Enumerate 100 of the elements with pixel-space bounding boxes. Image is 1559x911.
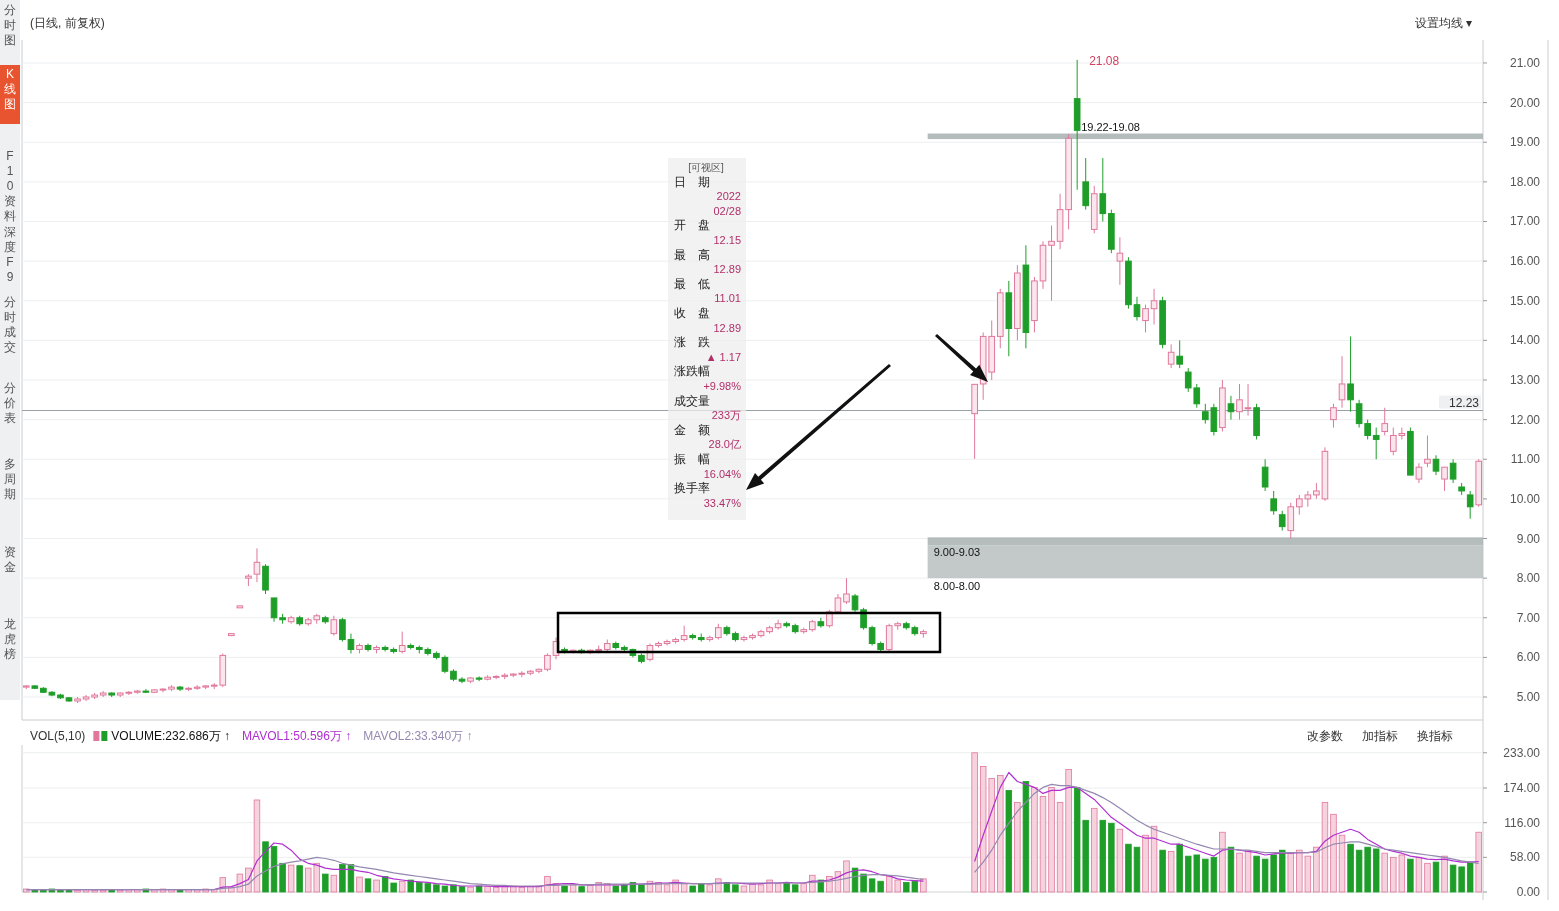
annotation: 11.01 bbox=[714, 292, 741, 305]
bar bbox=[997, 775, 1004, 893]
bar bbox=[1466, 861, 1474, 893]
chart-subtitle: (日线, 前复权) bbox=[30, 16, 105, 30]
bar bbox=[1330, 813, 1337, 893]
candlestick bbox=[1261, 458, 1269, 492]
candlestick bbox=[740, 635, 748, 643]
y-tick-label: 10.00 bbox=[1509, 491, 1541, 506]
y-tick-label: 21.00 bbox=[1509, 55, 1541, 70]
ref-line-label: 12.23 bbox=[1448, 395, 1480, 410]
candlestick bbox=[843, 577, 850, 605]
text: 资金 bbox=[4, 545, 16, 574]
bar bbox=[1279, 849, 1286, 893]
annotation: 28.0亿 bbox=[708, 438, 741, 451]
bar bbox=[1108, 822, 1115, 893]
y-tick-label: 19.00 bbox=[1509, 135, 1541, 150]
bar bbox=[31, 889, 39, 893]
candlestick bbox=[1150, 288, 1158, 326]
bar bbox=[612, 885, 620, 893]
bar bbox=[1372, 848, 1380, 893]
bar bbox=[1099, 819, 1107, 893]
bar bbox=[1227, 846, 1235, 893]
text: 龙虎榜 bbox=[4, 617, 16, 661]
candlestick bbox=[330, 615, 338, 637]
y-tick-label: 14.00 bbox=[1509, 333, 1541, 348]
text: 分时成交 bbox=[4, 295, 16, 354]
candlestick bbox=[1116, 236, 1124, 286]
y-tick-label: 15.00 bbox=[1509, 293, 1541, 308]
y-tick-label: 11.00 bbox=[1510, 452, 1541, 467]
candlestick bbox=[1449, 458, 1457, 484]
bar bbox=[706, 884, 713, 893]
bar bbox=[1244, 850, 1252, 893]
y-tick-label: 174.00 bbox=[1503, 781, 1541, 796]
bar bbox=[1142, 834, 1149, 893]
bar bbox=[1287, 852, 1294, 893]
y-tick-label: 12.00 bbox=[1509, 412, 1541, 427]
bar bbox=[1014, 801, 1021, 893]
candlestick bbox=[1270, 490, 1277, 516]
y-tick-label: 5.00 bbox=[1516, 690, 1541, 705]
y-tick-label: 20.00 bbox=[1509, 95, 1541, 110]
annotation: 233万 bbox=[711, 409, 741, 422]
bar bbox=[398, 880, 406, 893]
candlestick bbox=[1338, 355, 1346, 409]
bar bbox=[65, 889, 73, 893]
text: MAVOL1:50.596万 ↑ bbox=[242, 729, 352, 743]
candlestick bbox=[1236, 383, 1243, 421]
bar bbox=[484, 886, 491, 893]
bar bbox=[561, 885, 568, 893]
candlestick bbox=[680, 625, 688, 643]
annotation: 最 低 bbox=[674, 276, 710, 291]
y-tick-label: 16.00 bbox=[1509, 254, 1541, 269]
text: 深度F9 bbox=[4, 225, 16, 284]
bar bbox=[1219, 831, 1226, 893]
bar bbox=[1424, 862, 1431, 893]
annotation: 33.47% bbox=[703, 496, 742, 509]
annotation: 12.89 bbox=[713, 263, 741, 276]
y-tick-label: 18.00 bbox=[1509, 174, 1541, 189]
bar bbox=[1048, 787, 1055, 893]
annotation: ▲ 1.17 bbox=[705, 350, 741, 363]
bar bbox=[1407, 858, 1414, 893]
bar bbox=[1441, 855, 1448, 893]
bar bbox=[151, 889, 158, 893]
bar bbox=[1176, 843, 1183, 893]
y-tick-label: 6.00 bbox=[1516, 650, 1541, 665]
text: 加指标 bbox=[1362, 729, 1398, 743]
bar bbox=[458, 886, 466, 893]
candlestick bbox=[1347, 335, 1354, 413]
annotation: 12.15 bbox=[713, 234, 741, 246]
text: MAVOL2:33.340万 ↑ bbox=[363, 729, 473, 743]
annotation: 涨 跌 bbox=[674, 335, 710, 350]
bar bbox=[1236, 852, 1243, 893]
annotation: 02/28 bbox=[713, 204, 741, 217]
bar bbox=[1159, 849, 1166, 893]
bar bbox=[356, 876, 363, 893]
text: 改参数 bbox=[1307, 729, 1343, 743]
bar bbox=[1091, 807, 1098, 893]
bar bbox=[330, 874, 338, 893]
candlestick bbox=[1167, 343, 1175, 369]
candlestick bbox=[1466, 490, 1474, 520]
band-label: 9.00-9.03 bbox=[933, 546, 981, 559]
candlestick bbox=[1287, 502, 1295, 540]
bar bbox=[287, 864, 295, 893]
candlestick bbox=[1048, 224, 1055, 302]
candlestick bbox=[1424, 434, 1431, 468]
y-tick-label: 9.00 bbox=[1516, 531, 1541, 546]
y-tick-label: 17.00 bbox=[1509, 214, 1541, 229]
annotation: 收 盘 bbox=[674, 306, 710, 320]
candlestick bbox=[1244, 383, 1252, 417]
bar bbox=[108, 889, 115, 893]
bar bbox=[1253, 855, 1260, 893]
annotation: +9.98% bbox=[703, 380, 742, 392]
bar bbox=[740, 885, 748, 893]
text: 多周期 bbox=[4, 457, 16, 501]
bar bbox=[296, 865, 303, 893]
bar bbox=[638, 884, 645, 893]
bar bbox=[1039, 795, 1047, 893]
annotation: 涨跌幅 bbox=[674, 364, 710, 379]
annotation: 21.08 bbox=[1089, 53, 1120, 68]
annotation: 开 盘 bbox=[674, 218, 710, 233]
text: K线图 bbox=[4, 67, 16, 111]
